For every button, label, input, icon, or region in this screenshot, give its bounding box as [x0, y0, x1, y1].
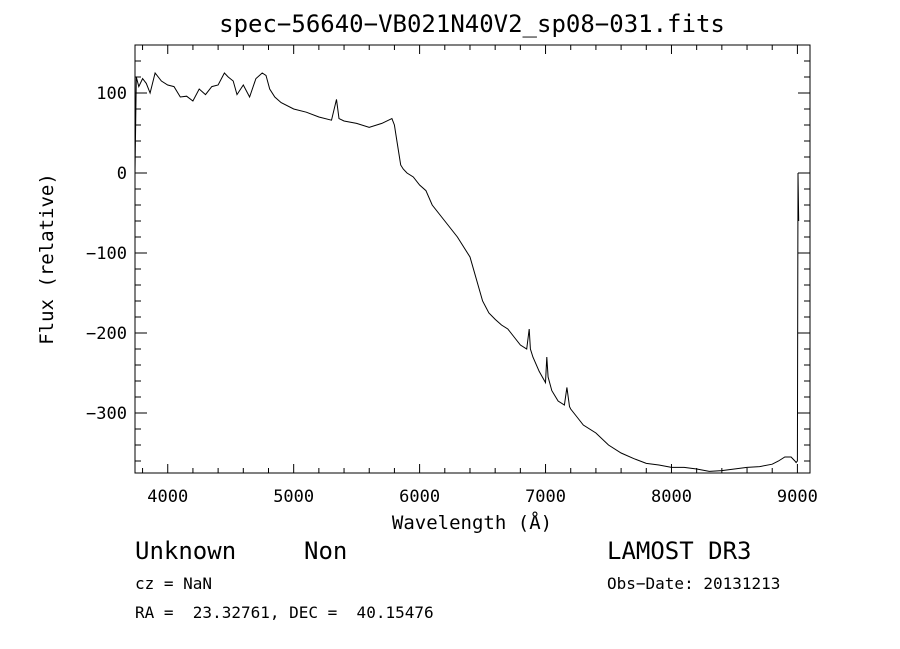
x-axis: 4000 5000 6000 7000 8000 9000: [142, 45, 818, 507]
y-axis: 100 0 −100 −200 −300: [86, 60, 810, 462]
x-tick-label: 5000: [273, 487, 314, 507]
observation-date: Obs−Date: 20131213: [607, 574, 781, 593]
plot-frame: [134, 44, 811, 474]
object-class: Unknown: [135, 537, 237, 565]
x-axis-label: Wavelength (Å): [392, 511, 552, 534]
coordinates: RA = 23.32761, DEC = 40.15476: [135, 603, 434, 622]
y-tick-label: 100: [96, 84, 127, 104]
x-tick-label: 4000: [147, 487, 188, 507]
x-tick-label: 6000: [399, 487, 440, 507]
y-axis-label: Flux (relative): [36, 173, 58, 345]
x-tick-label: 9000: [777, 487, 818, 507]
object-subclass: Non: [304, 537, 348, 565]
spectrum-line: [134, 71, 800, 472]
chart-title: spec−56640−VB021N40V2_sp08−031.fits: [219, 10, 725, 38]
y-tick-label: −200: [86, 324, 127, 344]
x-tick-label: 8000: [651, 487, 692, 507]
x-tick-label: 7000: [525, 487, 566, 507]
y-tick-label: −300: [86, 404, 127, 424]
y-tick-label: 0: [117, 164, 127, 184]
redshift-cz: cz = NaN: [135, 574, 213, 593]
survey-name: LAMOST DR3: [607, 537, 752, 565]
y-tick-label: −100: [86, 244, 127, 264]
